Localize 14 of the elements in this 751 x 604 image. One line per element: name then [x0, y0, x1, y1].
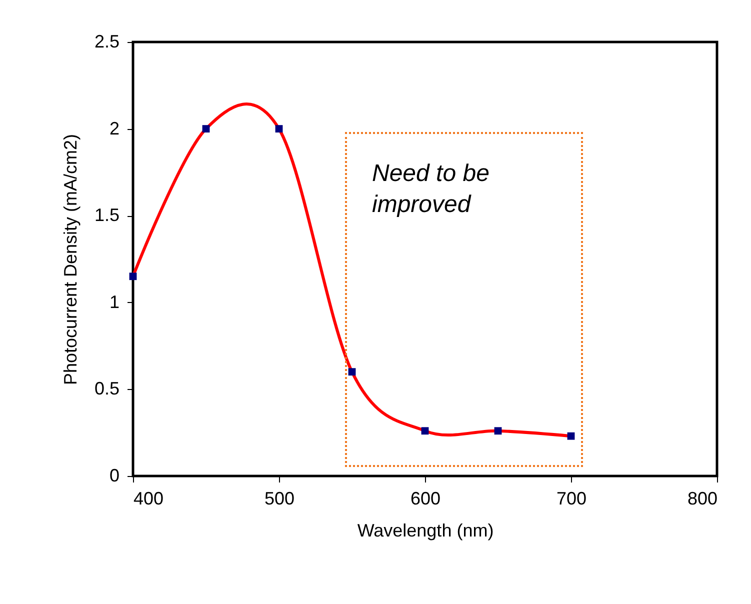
- y-tick-label: 0: [109, 466, 120, 486]
- x-tick-label: 600: [410, 488, 441, 508]
- y-axis-title: Photocurrent Density (mA/cm2): [60, 134, 80, 386]
- y-tick-label: 1: [109, 292, 120, 312]
- x-tick-label: 400: [134, 488, 164, 508]
- y-tick-label: 0.5: [94, 378, 120, 399]
- x-axis-title: Wavelength (nm): [357, 520, 494, 540]
- x-tick-label: 500: [264, 488, 295, 508]
- y-tick-label: 2: [109, 118, 120, 138]
- y-tick-label: 2.5: [94, 32, 120, 52]
- annotation: Need to be improved: [372, 159, 490, 220]
- x-tick-label: 700: [556, 488, 587, 508]
- x-tick-label: 800: [687, 488, 718, 508]
- y-tick-label: 1.5: [94, 205, 120, 226]
